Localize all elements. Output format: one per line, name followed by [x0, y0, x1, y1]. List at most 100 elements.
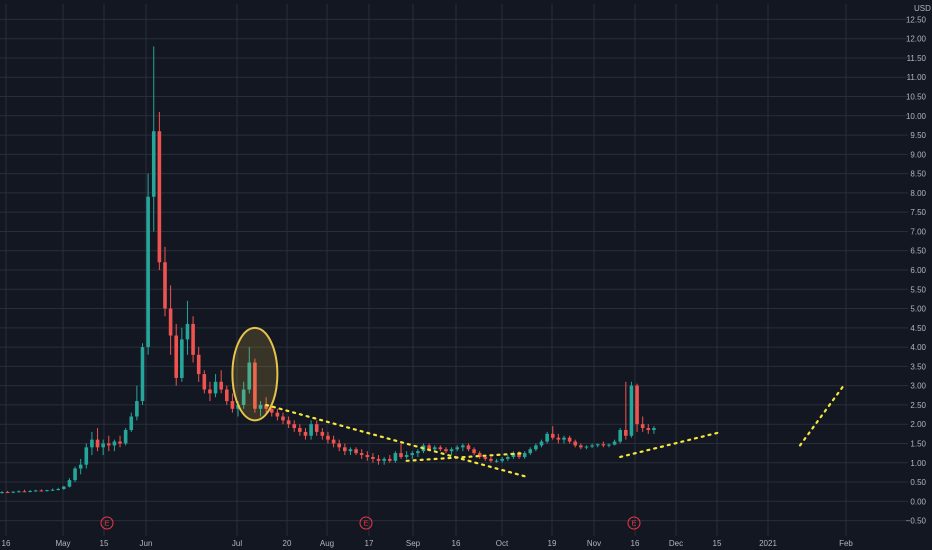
- candle-body: [56, 488, 60, 490]
- x-tick-label: 2021: [759, 539, 777, 548]
- candle-body: [500, 458, 504, 461]
- candle: [466, 443, 471, 452]
- candle-body: [292, 424, 297, 429]
- candle: [567, 435, 572, 444]
- candle-body: [517, 453, 521, 457]
- candle-body: [461, 445, 465, 448]
- candle-body: [258, 404, 263, 409]
- y-tick-label: 12.50: [906, 15, 927, 24]
- candle: [62, 485, 66, 490]
- dotted-trendline[interactable]: [798, 382, 847, 447]
- candle-body: [28, 490, 32, 492]
- highlight-ellipse[interactable]: [231, 326, 279, 422]
- candle: [343, 443, 347, 456]
- candle: [534, 443, 538, 452]
- candle: [579, 443, 583, 450]
- x-tick-label: 17: [365, 539, 374, 548]
- candle-body: [652, 428, 656, 430]
- candle: [387, 455, 392, 463]
- x-tick-label: 16: [2, 539, 11, 548]
- candle: [539, 439, 544, 448]
- y-tick-label: 8.00: [910, 189, 926, 198]
- candle-body: [269, 408, 274, 413]
- candle-body: [174, 335, 179, 378]
- candle: [494, 458, 499, 463]
- candle: [213, 374, 218, 398]
- earnings-badge[interactable]: E: [100, 516, 114, 530]
- candle: [258, 401, 263, 417]
- candle-body: [191, 323, 195, 355]
- candle-body: [185, 323, 190, 340]
- x-tick-label: Sep: [406, 539, 421, 548]
- candle: [78, 458, 83, 475]
- candle: [118, 435, 122, 448]
- candle: [432, 445, 437, 452]
- candle-body: [494, 460, 499, 462]
- candle-body: [303, 431, 308, 436]
- x-tick-label: Aug: [320, 539, 334, 548]
- y-tick-label: 7.50: [910, 208, 926, 217]
- candle-body: [309, 424, 313, 436]
- candle: [196, 347, 201, 382]
- candle: [112, 439, 117, 452]
- candle-body: [241, 389, 246, 405]
- x-axis[interactable]: 16 May 15 Jun Jul 20 Aug 17 Sep 16 Oct 19 Nov 16 Dec 15…: [2, 539, 854, 548]
- candle-body: [106, 443, 111, 446]
- y-tick-label: 6.50: [910, 247, 926, 256]
- candle-body: [73, 468, 77, 481]
- candle: [241, 381, 246, 409]
- x-tick-label: 15: [100, 539, 109, 548]
- candle-body: [359, 453, 364, 456]
- candle: [472, 447, 476, 456]
- candle: [17, 490, 21, 493]
- candle: [556, 433, 561, 444]
- candle: [253, 358, 257, 413]
- candle: [191, 316, 195, 363]
- candle: [208, 381, 212, 402]
- earnings-badge[interactable]: E: [627, 516, 641, 530]
- candle-body: [157, 131, 162, 263]
- candle-body: [573, 441, 578, 446]
- candle: [185, 300, 190, 355]
- candle-body: [556, 437, 561, 440]
- candle: [73, 466, 77, 483]
- x-tick-label: 20: [283, 539, 292, 548]
- candle-body: [489, 458, 493, 461]
- candle-body: [376, 458, 381, 461]
- candle: [219, 370, 223, 394]
- candle-body: [62, 486, 66, 489]
- candle-body: [39, 490, 44, 492]
- x-tick-label: 15: [713, 539, 722, 548]
- candle-body: [365, 455, 370, 457]
- candle-body: [101, 443, 105, 448]
- candle: [174, 323, 179, 386]
- y-axis[interactable]: 12.50 12.00 11.50 11.00 10.50 10.00 9.50 9.00 8.…: [906, 15, 927, 525]
- candle-body: [579, 445, 583, 448]
- earnings-badge-label: E: [105, 521, 110, 528]
- currency-label: USD: [914, 4, 931, 13]
- candle: [90, 431, 94, 456]
- candle-body: [624, 429, 628, 436]
- candle-body: [275, 412, 280, 417]
- candle-body: [208, 389, 212, 394]
- candle-body: [230, 401, 235, 409]
- earnings-badge[interactable]: E: [359, 516, 373, 530]
- candle: [635, 383, 639, 432]
- dotted-trendline[interactable]: [619, 430, 723, 459]
- candle-body: [118, 441, 122, 444]
- candle-body: [522, 453, 527, 457]
- dotted-trendline[interactable]: [405, 452, 526, 462]
- candle: [376, 455, 381, 465]
- candle-body: [432, 447, 437, 450]
- candle-body: [545, 433, 549, 442]
- candle: [489, 456, 493, 463]
- candle-body: [326, 435, 330, 440]
- candle: [275, 408, 280, 421]
- candle: [303, 428, 308, 440]
- candle: [314, 420, 319, 436]
- dotted-trendline[interactable]: [265, 403, 526, 478]
- x-tick-label: May: [55, 539, 70, 548]
- candle-body: [343, 447, 347, 452]
- y-tick-label: 5.00: [910, 305, 926, 314]
